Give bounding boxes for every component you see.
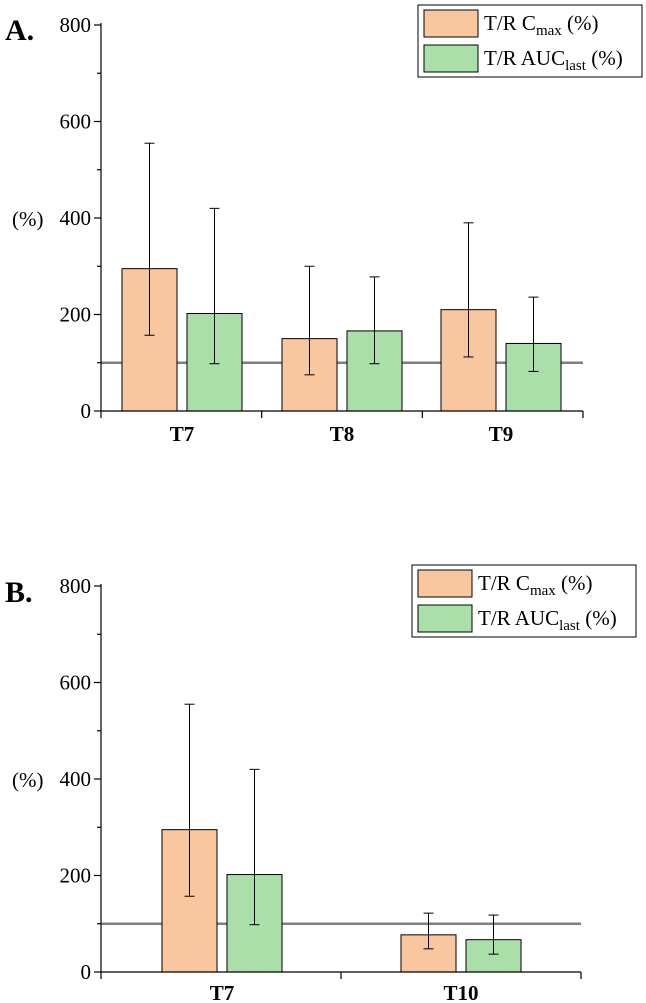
chart-panel-b: B. (%) 0 200 400 600 800 T7 T10 T/R Cmax… [5, 564, 637, 1003]
y-tick-label-400: 400 [60, 206, 92, 230]
y-axis-label-b: (%) [12, 768, 43, 792]
legend-b: T/R Cmax (%) T/R AUClast (%) [411, 564, 637, 638]
category-label-t7: T7 [210, 981, 235, 1003]
legend-label-cmax: T/R Cmax (%) [484, 11, 599, 39]
x-labels-b: T7 T10 [210, 981, 479, 1003]
x-labels-a: T7 T8 T9 [170, 422, 514, 446]
y-tick-label-600: 600 [60, 671, 92, 695]
y-tick-label-800: 800 [60, 574, 92, 598]
legend-swatch-cmax [417, 569, 473, 598]
legend-swatch-cmax [423, 9, 479, 38]
y-ticks-a: 0 200 400 600 800 [60, 13, 92, 423]
y-tick-label-200: 200 [60, 303, 92, 327]
y-tick-label-400: 400 [60, 767, 92, 791]
plot-area-b [94, 584, 582, 979]
category-label-t8: T8 [330, 422, 355, 446]
legend-swatch-auclast [417, 604, 473, 633]
y-tick-label-200: 200 [60, 864, 92, 888]
y-tick-label-800: 800 [60, 13, 92, 37]
y-axis-label-a: (%) [12, 207, 43, 231]
legend-label-auclast: T/R AUClast (%) [478, 606, 617, 634]
y-tick-label-0: 0 [81, 960, 92, 984]
legend-a: T/R Cmax (%) T/R AUClast (%) [417, 4, 643, 78]
category-label-t7: T7 [170, 422, 195, 446]
y-ticks-b: 0 200 400 600 800 [60, 574, 92, 984]
legend-label-cmax: T/R Cmax (%) [478, 571, 593, 599]
legend-swatch-auclast [423, 44, 479, 73]
plot-area-a [94, 23, 584, 418]
chart-panel-a: A. (%) 0 200 400 600 800 T7 T8 T9 T/R Cm… [5, 4, 643, 446]
category-label-t10: T10 [443, 981, 478, 1003]
y-tick-label-0: 0 [81, 399, 92, 423]
panel-label-a: A. [5, 14, 34, 47]
category-label-t9: T9 [489, 422, 514, 446]
legend-label-auclast: T/R AUClast (%) [484, 46, 623, 74]
y-tick-label-600: 600 [60, 110, 92, 134]
panel-label-b: B. [5, 576, 33, 609]
